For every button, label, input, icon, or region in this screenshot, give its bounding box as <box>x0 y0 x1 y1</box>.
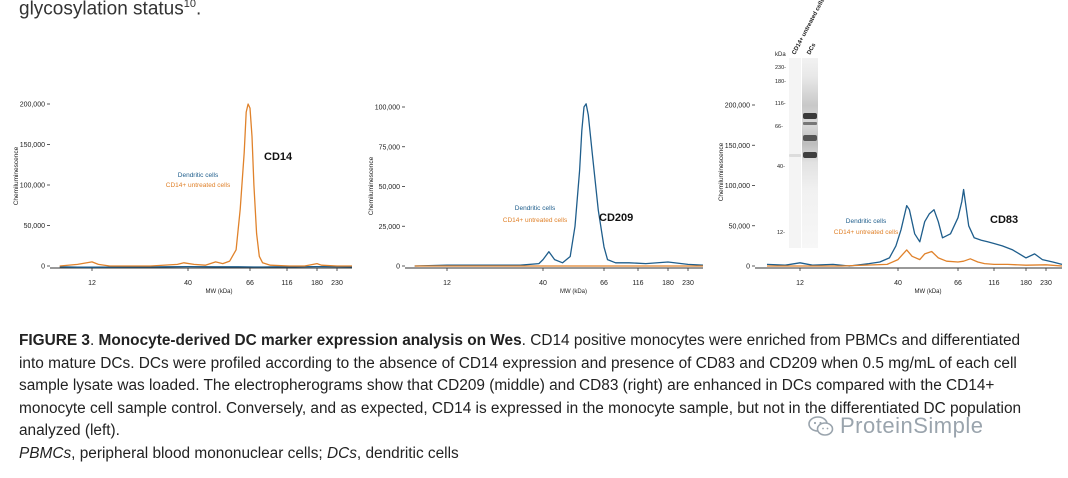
x-tick-label: 12 <box>796 280 804 287</box>
x-tick-label: 230 <box>331 280 343 287</box>
y-tick-label: 0 <box>41 264 45 271</box>
marker-label: CD83 <box>990 214 1018 226</box>
x-tick-label: 180 <box>1020 280 1032 287</box>
blot-tick: 66- <box>775 124 783 130</box>
x-tick-label: 40 <box>539 280 547 287</box>
x-tick-label: 12 <box>88 280 96 287</box>
blot-tick: 230- <box>775 65 786 71</box>
blot-lane-untreated <box>789 58 801 248</box>
y-tick-label: 50,000 <box>24 223 46 230</box>
x-tick-label: 116 <box>281 280 292 287</box>
watermark: ProteinSimple <box>808 413 983 439</box>
x-tick-label: 230 <box>1040 280 1052 287</box>
figure-caption: FIGURE 3. Monocyte-derived DC marker exp… <box>19 332 1022 462</box>
x-tick-label: 180 <box>311 280 323 287</box>
y-tick-label: 100,000 <box>375 105 400 112</box>
blot-lane-label: DCs <box>806 42 817 56</box>
x-tick-label: 180 <box>662 280 674 287</box>
y-tick-label: 50,000 <box>729 223 751 230</box>
x-tick-label: 66 <box>954 280 962 287</box>
blot-band <box>803 113 817 119</box>
y-tick-label: 25,000 <box>379 224 401 231</box>
blot-band <box>789 154 801 157</box>
series-line <box>766 188 1063 267</box>
series-line <box>414 103 704 267</box>
y-axis-title: Chemiluminescence <box>368 156 375 215</box>
y-tick-label: 0 <box>746 264 750 271</box>
x-tick-label: 116 <box>988 280 999 287</box>
y-tick-label: 100,000 <box>725 183 750 190</box>
x-tick-label: 66 <box>600 280 608 287</box>
x-axis-title: MW (kDa) <box>915 289 942 295</box>
y-tick-label: 200,000 <box>20 102 45 109</box>
x-tick-label: 40 <box>184 280 192 287</box>
x-tick-label: 40 <box>894 280 902 287</box>
marker-label: CD209 <box>599 212 633 224</box>
y-tick-label: 150,000 <box>725 143 750 150</box>
y-tick-label: 100,000 <box>20 183 45 190</box>
legend-entry: Dendritic cells <box>178 172 219 179</box>
blot-tick: 116- <box>775 101 786 107</box>
y-axis-title: Chemiluminescence <box>718 142 725 201</box>
y-tick-label: 0 <box>396 264 400 271</box>
legend-entry: CD14+ untreated cells <box>503 217 568 224</box>
blot-inset: kDa CD14+ untreated cells DCs 230- 180- … <box>775 0 827 248</box>
series-line <box>59 265 353 268</box>
blot-tick: 180- <box>775 79 786 85</box>
charts-layer: 0 50,000 100,000 150,000 200,000 12 40 66 116 180… <box>13 102 1063 295</box>
blot-band <box>803 122 817 125</box>
caption-body: . CD14 positive monocytes were enriched … <box>19 332 1022 440</box>
blot-tick: 12- <box>777 230 785 236</box>
figure-3: kDa CD14+ untreated cells DCs 230- 180- … <box>13 0 1063 295</box>
legend-entry: Dendritic cells <box>515 205 556 212</box>
legend-entry: CD14+ untreated cells <box>834 229 899 236</box>
legend-entry: Dendritic cells <box>846 218 887 225</box>
abbr-term: DCs <box>326 444 357 462</box>
x-axis-title: MW (kDa) <box>560 289 587 295</box>
x-tick-label: 12 <box>443 280 451 287</box>
caption-title: Monocyte-derived DC marker expression an… <box>98 332 522 349</box>
y-tick-label: 75,000 <box>379 144 401 151</box>
abbr-term: PBMCs <box>19 444 72 462</box>
caption-figure-label: FIGURE 3 <box>19 332 90 349</box>
x-tick-label: 230 <box>682 280 694 287</box>
series-line <box>59 103 352 267</box>
blot-band <box>803 135 817 141</box>
x-tick-label: 66 <box>246 280 254 287</box>
blot-band <box>803 152 817 158</box>
series-line <box>767 249 1063 267</box>
wechat-icon <box>808 416 834 436</box>
lead-text: glycosylation status10. <box>19 0 202 20</box>
blot-tick: 40- <box>777 164 785 170</box>
y-axis-title: Chemiluminescence <box>13 146 20 205</box>
marker-label: CD14 <box>264 151 293 163</box>
x-tick-label: 116 <box>632 280 643 287</box>
legend-entry: CD14+ untreated cells <box>166 182 231 189</box>
y-tick-label: 200,000 <box>725 103 750 110</box>
x-axis-title: MW (kDa) <box>206 289 233 295</box>
y-tick-label: 150,000 <box>20 142 45 149</box>
y-tick-label: 50,000 <box>379 184 401 191</box>
blot-axis-label: kDa <box>775 52 786 58</box>
